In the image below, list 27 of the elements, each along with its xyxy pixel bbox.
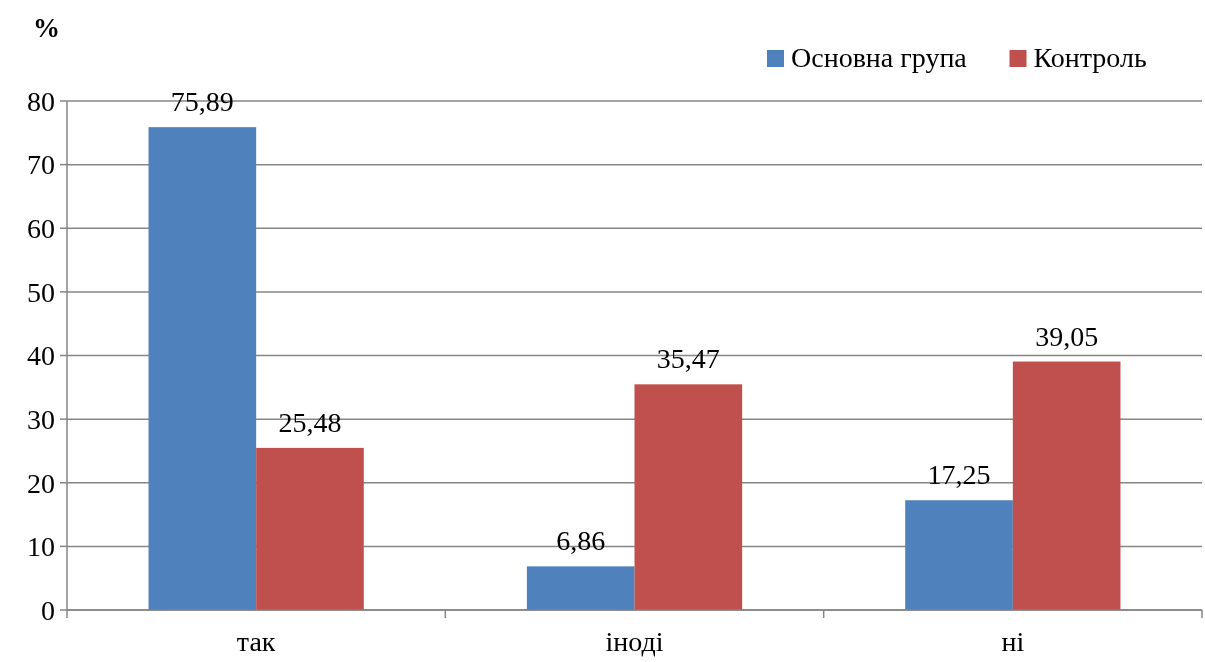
legend-label: Основна група bbox=[791, 42, 968, 73]
y-tick-label: 10 bbox=[27, 531, 55, 563]
bar bbox=[526, 566, 635, 610]
y-tick-label: 20 bbox=[27, 467, 55, 499]
x-tick-label: так bbox=[236, 626, 276, 657]
y-tick-label: 70 bbox=[27, 149, 55, 181]
bar bbox=[905, 500, 1013, 610]
bar bbox=[256, 447, 364, 610]
y-axis-title: % bbox=[33, 13, 60, 43]
y-tick-label: 30 bbox=[27, 403, 55, 435]
bar bbox=[148, 127, 257, 610]
data-label: 25,48 bbox=[278, 406, 342, 438]
y-tick-label: 60 bbox=[27, 213, 55, 245]
legend-label: Контроль bbox=[1033, 42, 1147, 73]
y-tick-label: 50 bbox=[27, 276, 55, 308]
x-tick-label: іноді bbox=[605, 626, 664, 657]
x-tick-label: ні bbox=[1001, 626, 1025, 657]
bar bbox=[634, 384, 743, 610]
data-label: 35,47 bbox=[656, 343, 720, 375]
data-label: 17,25 bbox=[927, 459, 991, 491]
data-label: 6,86 bbox=[556, 525, 606, 557]
y-tick-label: 0 bbox=[41, 594, 55, 626]
data-label: 39,05 bbox=[1035, 320, 1099, 352]
y-tick-label: 40 bbox=[27, 340, 55, 372]
bar bbox=[1012, 361, 1121, 610]
data-label: 75,89 bbox=[170, 86, 234, 118]
y-tick-label: 80 bbox=[27, 85, 55, 117]
